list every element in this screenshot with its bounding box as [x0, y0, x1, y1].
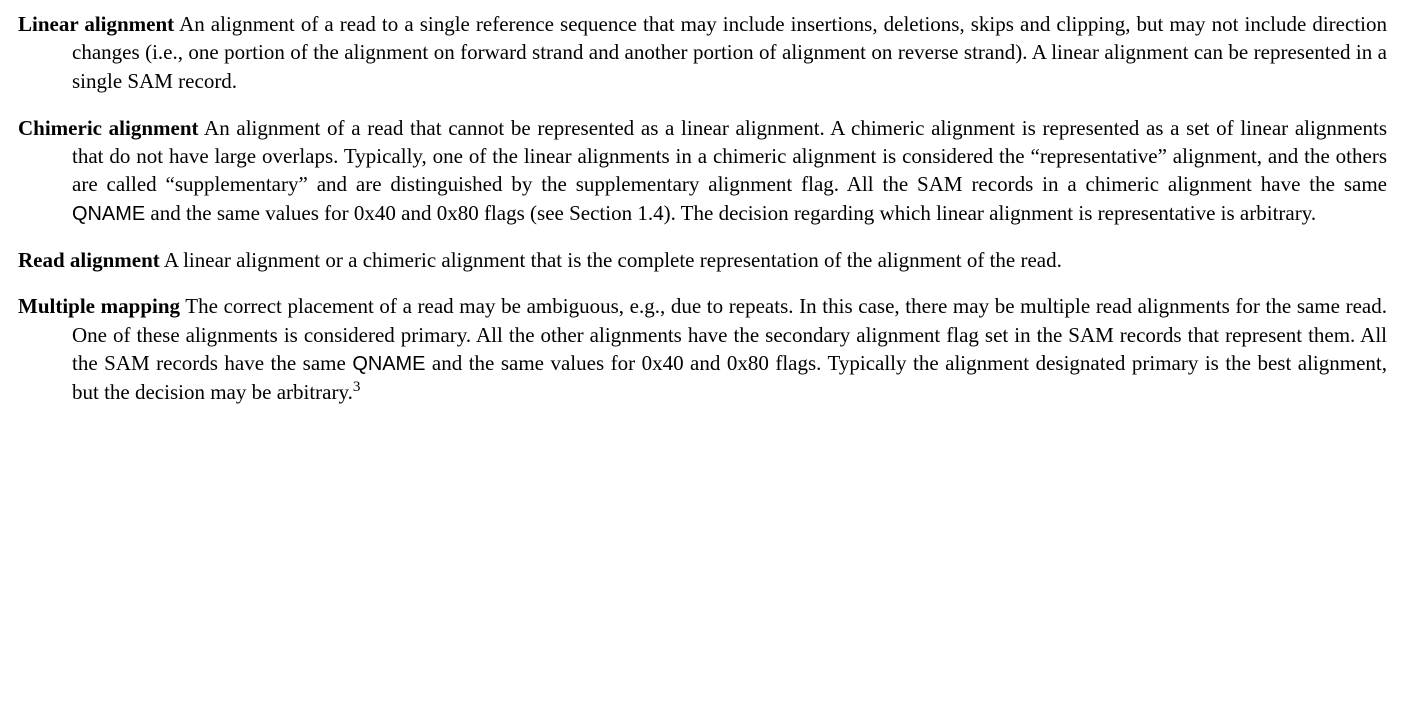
- qname-token: QNAME: [352, 353, 425, 375]
- definition-item: Read alignment A linear alignment or a c…: [18, 246, 1387, 275]
- definition-text-pre: An alignment of a read that cannot be re…: [72, 116, 1387, 197]
- definition-body: Chimeric alignment An alignment of a rea…: [18, 114, 1387, 228]
- definition-text-pre: A linear alignment or a chimeric alignme…: [160, 248, 1062, 272]
- definition-term: Chimeric alignment: [18, 116, 199, 140]
- definition-body: Linear alignment An alignment of a read …: [18, 10, 1387, 96]
- footnote-marker: 3: [353, 379, 361, 395]
- qname-token: QNAME: [72, 203, 145, 225]
- definition-body: Multiple mapping The correct placement o…: [18, 292, 1387, 406]
- definition-term: Read alignment: [18, 248, 160, 272]
- definition-item: Chimeric alignment An alignment of a rea…: [18, 114, 1387, 228]
- definition-item: Linear alignment An alignment of a read …: [18, 10, 1387, 96]
- definition-term: Multiple mapping: [18, 294, 180, 318]
- definition-term: Linear alignment: [18, 12, 174, 36]
- definition-item: Multiple mapping The correct placement o…: [18, 292, 1387, 406]
- definition-text-pre: An alignment of a read to a single refer…: [72, 12, 1387, 93]
- definition-text-post: and the same values for 0x40 and 0x80 fl…: [145, 201, 1316, 225]
- definition-body: Read alignment A linear alignment or a c…: [18, 246, 1387, 275]
- definition-list: Linear alignment An alignment of a read …: [18, 10, 1387, 406]
